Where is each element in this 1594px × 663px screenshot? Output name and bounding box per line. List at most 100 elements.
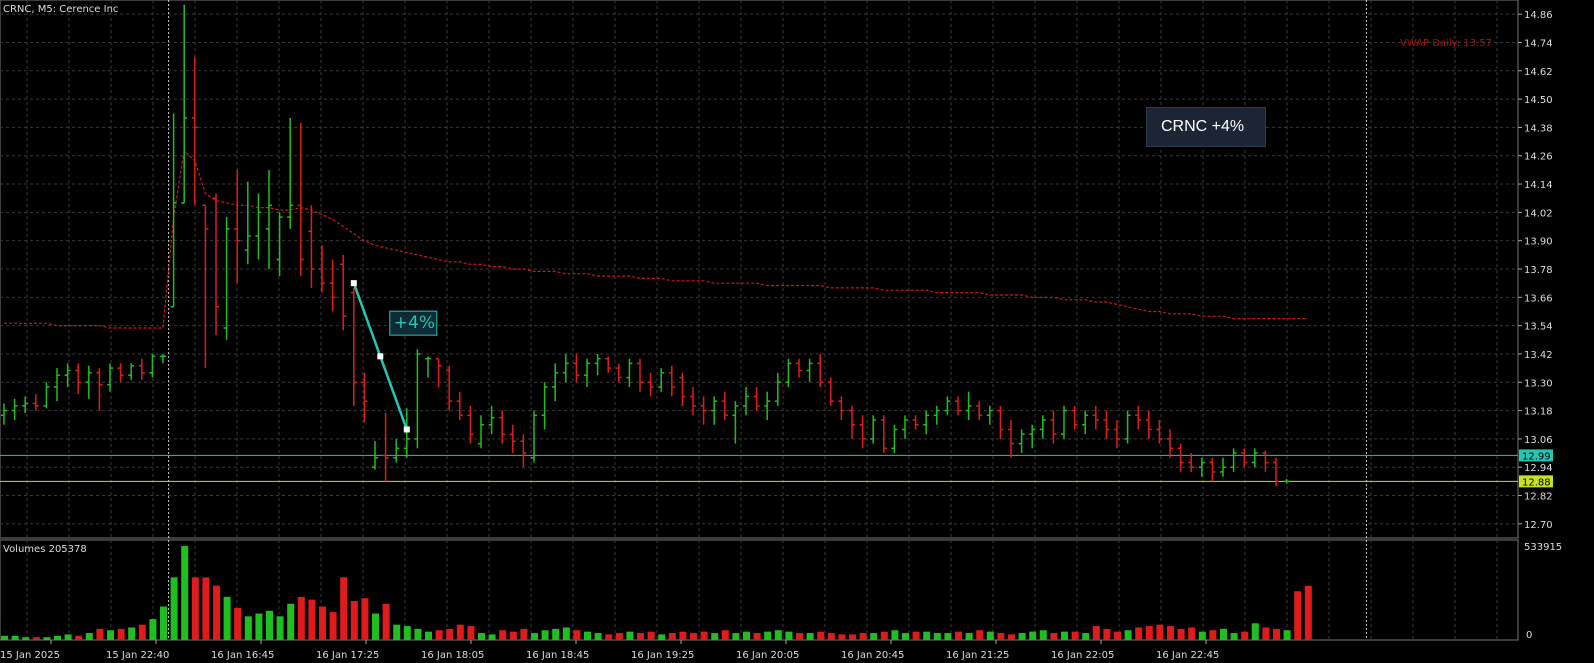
time-tick-label: 15 Jan 22:40 xyxy=(106,650,169,661)
annotation-handle xyxy=(350,280,357,287)
volume-bar xyxy=(32,637,40,640)
volume-label: Volumes 205378 xyxy=(3,544,87,555)
volume-bar xyxy=(690,633,697,640)
volume-bar xyxy=(1061,631,1068,640)
volume-bar xyxy=(1209,630,1217,640)
volume-bar xyxy=(329,612,337,640)
volume-bar xyxy=(1304,585,1312,640)
volume-bar xyxy=(149,619,157,640)
volume-bar xyxy=(85,633,93,640)
volume-bar xyxy=(859,633,867,640)
volume-bar xyxy=(181,546,189,640)
volume-bar xyxy=(997,633,1005,640)
volume-bar xyxy=(1071,631,1079,640)
volume-bar xyxy=(976,630,984,640)
volume-bar xyxy=(1283,630,1291,640)
volume-bar xyxy=(435,630,443,640)
volume-bar xyxy=(1177,628,1185,640)
price-tick-label: 14.86 xyxy=(1524,10,1553,21)
volume-bar xyxy=(1145,626,1153,640)
volume-bar xyxy=(774,630,782,640)
volume-bar xyxy=(1188,627,1196,640)
volume-bar xyxy=(796,633,803,640)
volume-bar xyxy=(1103,628,1111,640)
volume-bar xyxy=(382,603,390,640)
volume-bar xyxy=(22,637,30,640)
volume-bar xyxy=(255,613,263,640)
price-tick-label: 12.70 xyxy=(1524,520,1553,531)
volume-bar xyxy=(138,624,146,640)
volume-bar xyxy=(308,599,316,640)
volume-bar xyxy=(467,626,475,640)
volume-bar xyxy=(541,630,549,640)
volume-bar xyxy=(319,606,326,640)
volume-bar xyxy=(509,631,517,640)
time-tick-label: 16 Jan 20:05 xyxy=(736,650,799,661)
volume-bar xyxy=(1156,624,1164,640)
volume-bar xyxy=(552,628,560,640)
volume-bar xyxy=(933,633,941,640)
volume-bar xyxy=(1230,633,1238,640)
volume-bar xyxy=(54,635,61,640)
vwap-line xyxy=(4,149,1308,329)
volume-bar xyxy=(573,630,581,640)
time-tick-label: 16 Jan 18:45 xyxy=(526,650,589,661)
price-tag-cyan-label: 12.99 xyxy=(1522,451,1551,462)
volume-bar xyxy=(499,630,507,640)
volume-bar xyxy=(700,631,708,640)
volume-zero-label: 0 xyxy=(1526,630,1532,641)
volume-max-label: 533915 xyxy=(1524,542,1562,553)
volume-bar xyxy=(340,577,348,640)
volume-bar xyxy=(965,633,973,640)
volume-bar xyxy=(1050,633,1058,640)
volume-bar xyxy=(107,630,114,640)
volume-bar xyxy=(658,634,666,640)
price-tick-label: 13.06 xyxy=(1524,435,1553,446)
volume-bar xyxy=(679,631,687,640)
volume-bar xyxy=(743,631,750,640)
volume-bar xyxy=(64,634,72,640)
volume-bar xyxy=(1220,628,1227,640)
volume-bar xyxy=(488,634,496,640)
volume-bar xyxy=(96,628,104,640)
volume-bar xyxy=(637,633,644,640)
volume-bar xyxy=(213,585,220,640)
chart-title: CRNC, M5: Cerence Inc xyxy=(3,4,119,15)
price-tick-label: 13.42 xyxy=(1524,350,1553,361)
volume-bar xyxy=(1114,631,1121,640)
volume-bar xyxy=(721,630,729,640)
symbol-change-badge[interactable]: CRNC +4% xyxy=(1146,107,1266,147)
volume-bar xyxy=(785,631,793,640)
volume-bar xyxy=(711,633,719,640)
volume-bar xyxy=(1039,630,1047,640)
volume-bar xyxy=(350,601,358,640)
volume-bar xyxy=(276,616,284,640)
volume-bar xyxy=(160,606,167,640)
volume-bar xyxy=(1124,630,1132,640)
volume-bar xyxy=(403,626,411,640)
volume-bar xyxy=(1082,633,1090,640)
volume-bar xyxy=(1018,633,1026,640)
volume-bar xyxy=(361,598,369,640)
volume-bar xyxy=(562,627,570,640)
volume-bar xyxy=(287,603,295,640)
volume-bar xyxy=(393,624,401,640)
volume-bar xyxy=(456,624,464,640)
volume-bar xyxy=(1029,631,1037,640)
volume-bar xyxy=(520,628,528,640)
volume-bar xyxy=(297,596,305,640)
volume-bar xyxy=(732,633,740,640)
price-tick-label: 14.26 xyxy=(1524,152,1553,163)
volume-bar xyxy=(223,596,231,640)
price-tick-label: 12.94 xyxy=(1524,463,1553,474)
time-tick-label: 16 Jan 22:05 xyxy=(1051,650,1114,661)
volume-bar xyxy=(647,631,655,640)
volume-bar xyxy=(986,631,994,640)
volume-bar xyxy=(827,633,835,640)
volume-bar xyxy=(1167,626,1174,640)
volume-bar xyxy=(891,630,899,640)
volume-bar xyxy=(594,633,602,640)
volume-bar xyxy=(849,634,856,640)
price-tick-label: 14.02 xyxy=(1524,208,1553,219)
